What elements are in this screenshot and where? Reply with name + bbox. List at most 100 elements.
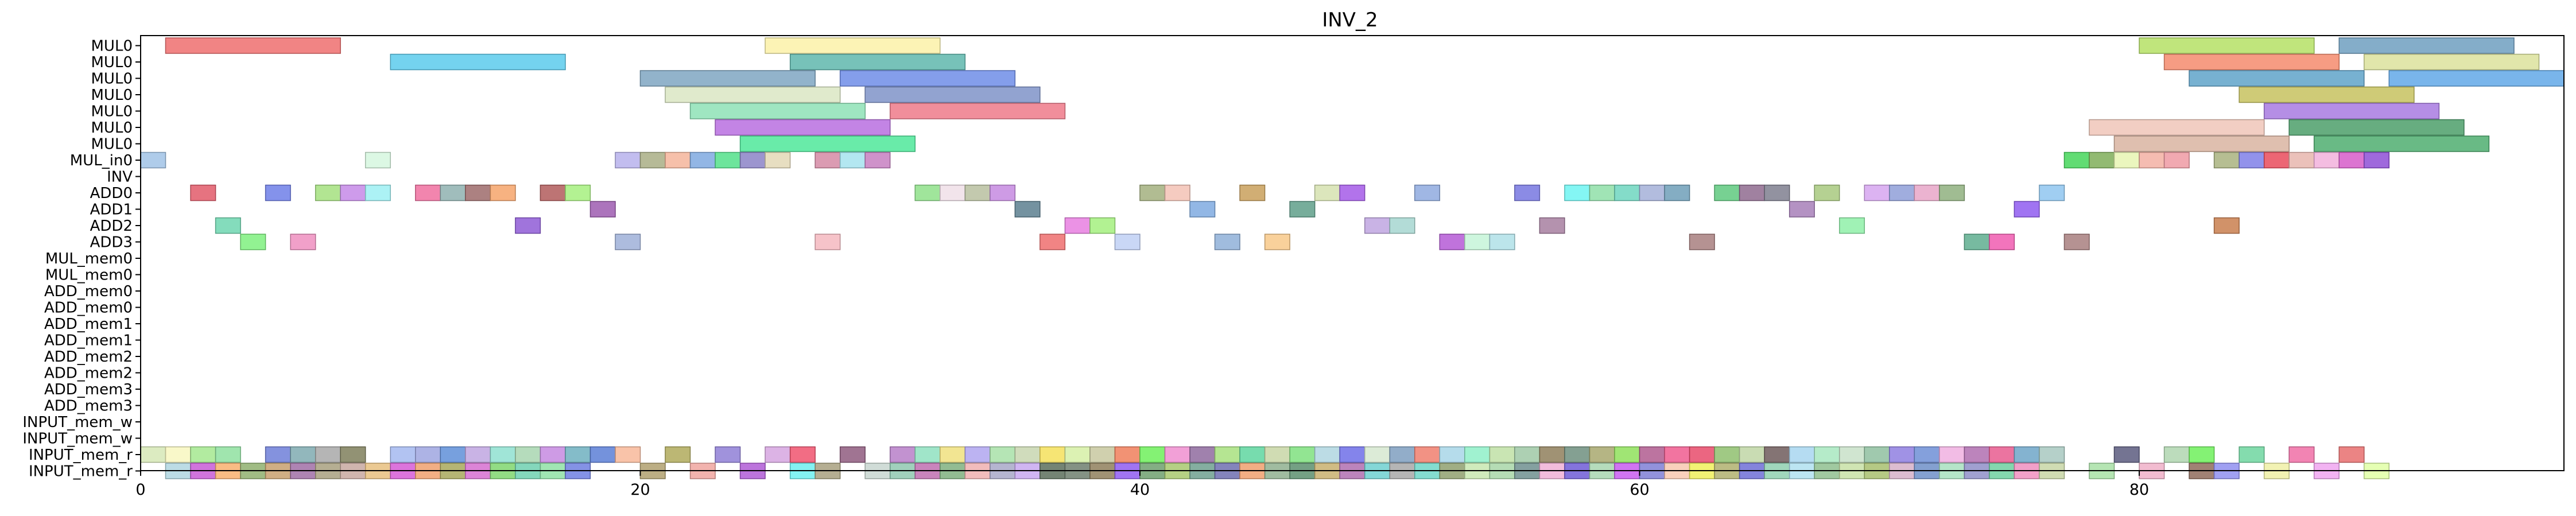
task-bar (1964, 446, 1990, 463)
task-bar (2014, 201, 2040, 218)
task-bar (615, 446, 641, 463)
y-tick-label: INPUT_mem_r (29, 463, 133, 480)
task-bar (890, 103, 1066, 119)
task-bar (765, 446, 791, 463)
y-tick-label: ADD0 (90, 185, 133, 202)
task-bar (1264, 446, 1290, 463)
task-bar (2364, 152, 2390, 169)
task-bar (2288, 119, 2465, 136)
y-tick-label: ADD1 (90, 201, 133, 219)
task-bar (2338, 446, 2365, 463)
task-bar (390, 53, 566, 71)
plot-frame (140, 35, 2565, 471)
task-bar (265, 184, 291, 201)
task-bar (140, 446, 166, 463)
task-bar (2063, 234, 2090, 250)
task-bar (1389, 446, 1415, 463)
task-bar (1014, 201, 1041, 218)
task-bar (190, 184, 216, 201)
y-tick-label: MUL0 (91, 38, 133, 55)
task-bar (1339, 184, 1365, 201)
task-bar (465, 446, 491, 463)
task-bar (465, 184, 491, 201)
task-bar (1914, 184, 1940, 201)
task-bar (165, 37, 341, 54)
task-bar (940, 446, 966, 463)
task-bar (2089, 119, 2265, 136)
task-bar (715, 446, 741, 463)
task-bar (2063, 152, 2090, 169)
chart-title: INV_2 (1322, 9, 1378, 32)
task-bar (665, 86, 841, 103)
task-bar (2113, 446, 2140, 463)
x-tick-label: 80 (2129, 481, 2149, 499)
task-bar (1464, 234, 1491, 250)
task-bar (340, 446, 366, 463)
task-bar (2239, 86, 2415, 103)
task-bar (1564, 446, 1590, 463)
task-bar (2039, 184, 2065, 201)
task-bar (1339, 446, 1365, 463)
task-bars (140, 37, 2565, 479)
task-bar (265, 446, 291, 463)
task-bar (1189, 201, 1216, 218)
x-axis: 0 20 40 60 80 (135, 471, 2149, 499)
task-bar (689, 152, 716, 169)
task-bar (990, 446, 1016, 463)
task-bar (2313, 152, 2340, 169)
task-bar (1064, 446, 1091, 463)
task-bar (1914, 446, 1940, 463)
task-bar (1589, 446, 1615, 463)
task-bar (364, 152, 391, 169)
task-bar (1589, 184, 1615, 201)
task-bar (639, 152, 666, 169)
task-bar (765, 152, 791, 169)
task-bar (540, 446, 566, 463)
task-bar (739, 135, 916, 152)
y-tick-label: ADD2 (90, 218, 133, 235)
task-bar (290, 234, 316, 250)
task-bar (1514, 184, 1541, 201)
y-tick-label: ADD3 (90, 234, 133, 251)
task-bar (364, 184, 391, 201)
task-bar (1539, 217, 1565, 234)
task-bar (1089, 446, 1116, 463)
task-bar (2213, 217, 2240, 234)
task-bar (2213, 152, 2240, 169)
task-bar (990, 184, 1016, 201)
task-bar (615, 152, 641, 169)
task-bar (1764, 184, 1790, 201)
task-bar (390, 446, 416, 463)
task-bar (2263, 152, 2290, 169)
task-bar (1164, 446, 1190, 463)
task-bar (2364, 53, 2540, 71)
task-bar (2189, 70, 2365, 87)
task-bar (1739, 446, 1765, 463)
task-bar (940, 184, 966, 201)
y-tick-label: MUL0 (91, 136, 133, 153)
task-bar (1664, 184, 1690, 201)
task-bar (2163, 152, 2190, 169)
task-bar (515, 217, 541, 234)
task-bar (665, 446, 691, 463)
task-bar (1939, 446, 1965, 463)
task-bar (490, 184, 516, 201)
task-bar (440, 184, 466, 201)
y-tick-label: INPUT_mem_w (22, 430, 133, 448)
task-bar (1714, 184, 1740, 201)
task-bar (2163, 446, 2190, 463)
task-bar (1814, 446, 1840, 463)
task-bar (765, 37, 941, 54)
task-bar (1489, 446, 1515, 463)
y-tick-label: ADD_mem3 (44, 398, 133, 415)
task-bar (1514, 446, 1541, 463)
task-bar (540, 184, 566, 201)
task-bar (914, 446, 941, 463)
task-bar (1014, 446, 1041, 463)
task-bar (1264, 234, 1290, 250)
y-tick-label: INPUT_mem_w (22, 414, 133, 431)
task-bar (2288, 446, 2315, 463)
task-bar (1664, 446, 1690, 463)
task-bar (2263, 103, 2440, 119)
task-bar (1789, 446, 1815, 463)
